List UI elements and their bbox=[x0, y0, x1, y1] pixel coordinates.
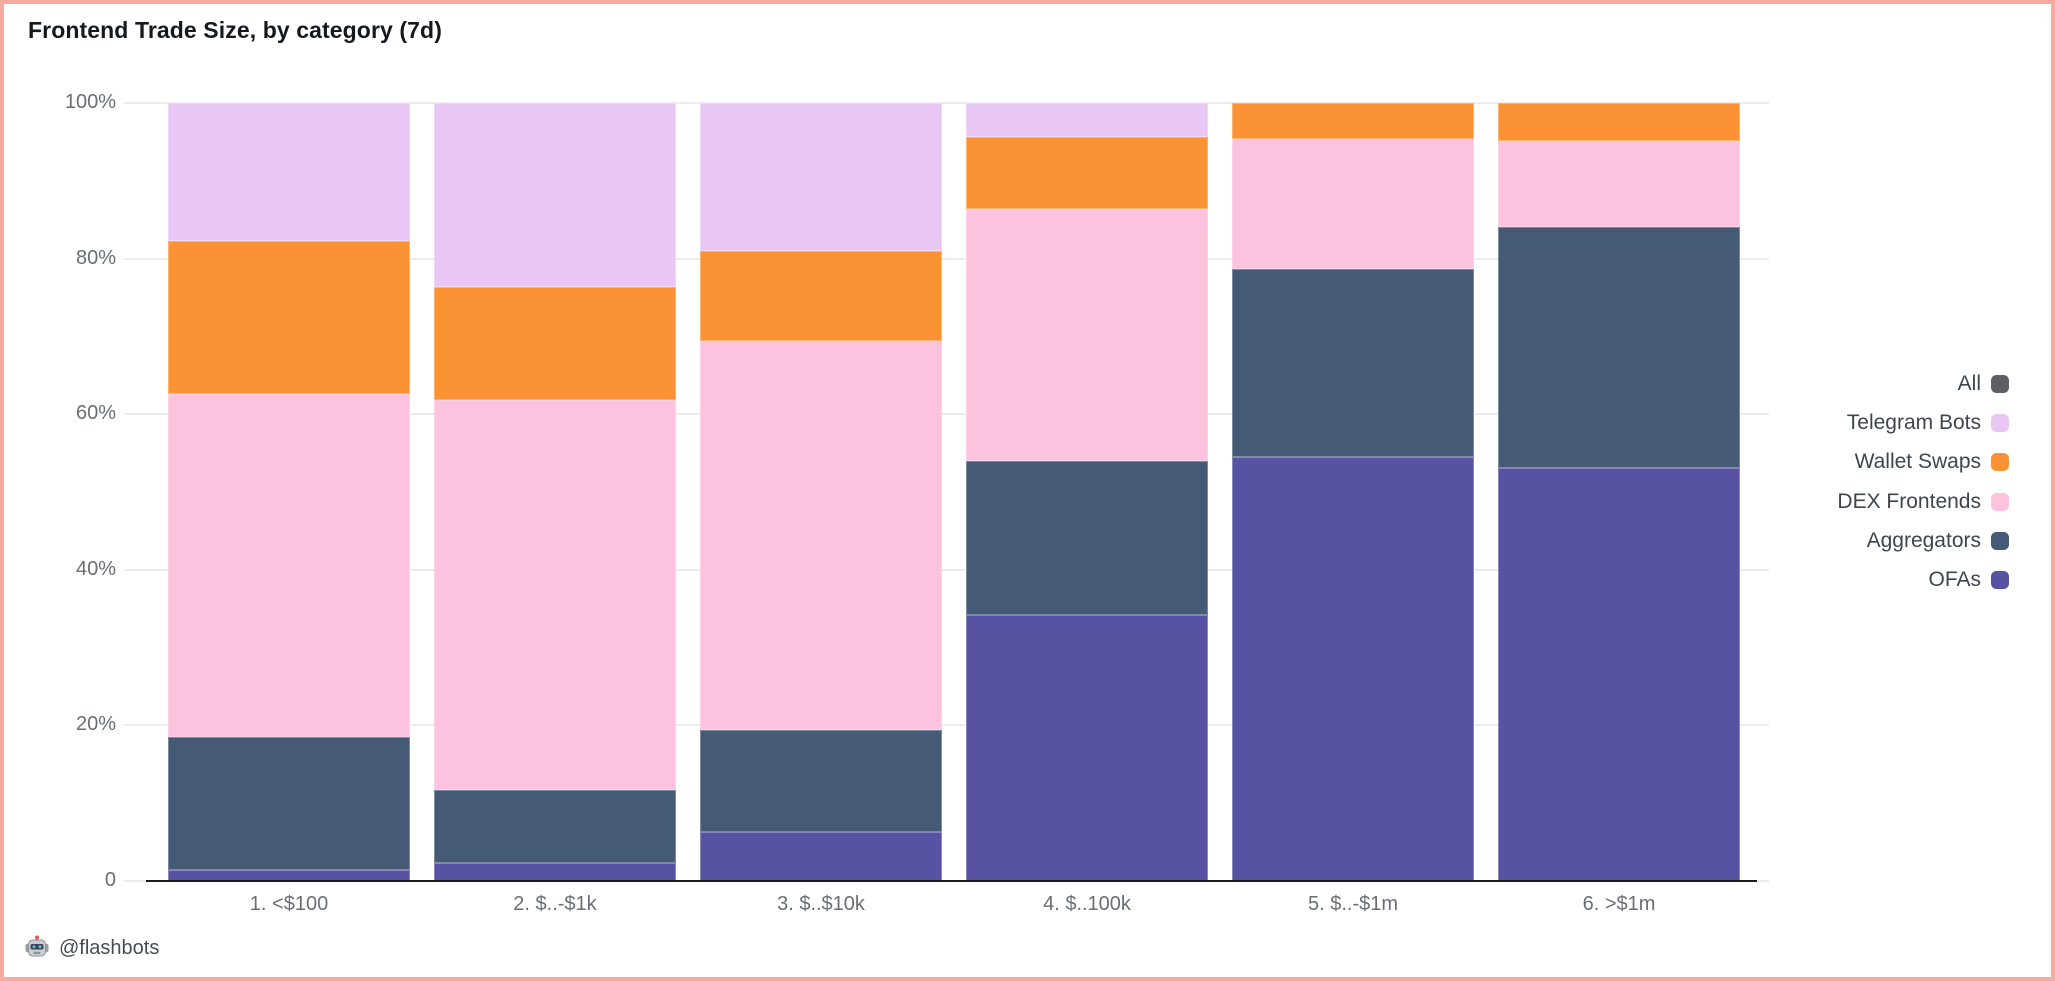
bar-segment-dex-frontends[interactable] bbox=[700, 340, 942, 731]
legend-label: Aggregators bbox=[1866, 528, 1981, 552]
stacked-bar-6-1m[interactable] bbox=[1498, 103, 1740, 881]
gridline-80 bbox=[124, 257, 1769, 260]
bar-segment-telegram-bots[interactable] bbox=[168, 103, 410, 241]
bar-segment-ofas[interactable] bbox=[1232, 456, 1474, 881]
bar-segment-wallet-swaps[interactable] bbox=[1232, 103, 1474, 139]
bar-segment-aggregators[interactable] bbox=[1232, 269, 1474, 457]
bar-segment-dex-frontends[interactable] bbox=[966, 208, 1208, 462]
legend-label: Wallet Swaps bbox=[1854, 450, 1981, 474]
stacked-bar-4-100k[interactable] bbox=[966, 103, 1208, 881]
bar-segment-telegram-bots[interactable] bbox=[700, 103, 942, 251]
gridline-100 bbox=[124, 102, 1769, 104]
legend-item-aggregators[interactable]: Aggregators bbox=[1867, 521, 2009, 560]
bar-segment-ofas[interactable] bbox=[700, 831, 942, 881]
stacked-bar-5-1m[interactable] bbox=[1232, 103, 1474, 881]
legend: All Telegram Bots Wallet Swaps DEX Frontend… bbox=[1837, 364, 2009, 600]
x-axis-label-3-10k: 3. $..$10k bbox=[777, 893, 865, 915]
legend-swatch bbox=[1991, 413, 2009, 432]
legend-label: DEX Frontends bbox=[1837, 489, 1981, 513]
stacked-bar-1-100[interactable] bbox=[168, 103, 410, 881]
x-axis-label-4-100k: 4. $..100k bbox=[1043, 893, 1131, 915]
bar-segment-ofas[interactable] bbox=[168, 870, 410, 881]
y-axis-tick-label: 20% bbox=[75, 713, 116, 735]
bar-segment-dex-frontends[interactable] bbox=[434, 400, 676, 791]
bar-segment-wallet-swaps[interactable] bbox=[966, 137, 1208, 209]
legend-swatch bbox=[1991, 492, 2009, 511]
bar-segment-wallet-swaps[interactable] bbox=[168, 240, 410, 394]
x-axis-label-2-1k: 2. $..-$1k bbox=[513, 893, 597, 915]
gridline-40 bbox=[124, 568, 1769, 571]
bar-segment-dex-frontends[interactable] bbox=[1232, 138, 1474, 270]
y-axis-tick-label: 100% bbox=[64, 91, 116, 113]
legend-swatch bbox=[1991, 571, 2009, 590]
footer: @flashbots bbox=[24, 935, 159, 961]
bar-segment-aggregators[interactable] bbox=[168, 736, 410, 871]
bar-segment-aggregators[interactable] bbox=[434, 790, 676, 863]
y-axis-tick-label: 40% bbox=[75, 557, 116, 580]
y-axis-tick-label: 0 bbox=[104, 868, 116, 891]
legend-item-telegram-bots[interactable]: Telegram Bots bbox=[1847, 403, 2009, 442]
bar-segment-ofas[interactable] bbox=[1498, 467, 1740, 881]
bar-segment-aggregators[interactable] bbox=[700, 730, 942, 832]
footer-handle: @flashbots bbox=[59, 936, 160, 959]
legend-item-all[interactable]: All bbox=[1958, 364, 2009, 403]
bar-segment-ofas[interactable] bbox=[434, 862, 676, 881]
bar-segment-wallet-swaps[interactable] bbox=[700, 250, 942, 341]
robot-icon bbox=[25, 935, 49, 957]
gridline-20 bbox=[124, 724, 1769, 726]
y-axis-tick-label: 60% bbox=[75, 402, 116, 424]
bar-segment-wallet-swaps[interactable] bbox=[1498, 103, 1740, 142]
x-axis-label-1-100: 1. <$100 bbox=[249, 893, 329, 915]
legend-item-dex-frontends[interactable]: DEX Frontends bbox=[1837, 482, 2009, 521]
plot-area: 100% 80% 60% 40% 20% 0 1. <$100 2. $..-$1k 3. $.… bbox=[4, 4, 2051, 977]
bar-segment-dex-frontends[interactable] bbox=[168, 393, 410, 737]
bar-segment-aggregators[interactable] bbox=[1498, 227, 1740, 468]
bar-segment-ofas[interactable] bbox=[966, 615, 1208, 881]
bar-segment-telegram-bots[interactable] bbox=[966, 103, 1208, 138]
legend-swatch bbox=[1991, 531, 2009, 550]
x-axis-line bbox=[146, 879, 1757, 883]
legend-label: All bbox=[1957, 371, 1981, 395]
x-axis-label-5-1m: 5. $..-$1m bbox=[1307, 893, 1399, 915]
legend-label: OFAs bbox=[1928, 568, 1981, 592]
x-axis-label-6-1m: 6. >$1m bbox=[1582, 893, 1656, 915]
legend-item-wallet-swaps[interactable]: Wallet Swaps bbox=[1855, 443, 2009, 482]
legend-label: Telegram Bots bbox=[1846, 410, 1981, 434]
y-axis-tick-label: 80% bbox=[75, 246, 116, 269]
stacked-bar-3-10k[interactable] bbox=[700, 103, 942, 881]
legend-swatch bbox=[1991, 374, 2009, 393]
chart-title: Frontend Trade Size, by category (7d) bbox=[28, 17, 442, 43]
stacked-bar-2-1k[interactable] bbox=[434, 103, 676, 881]
bar-segment-aggregators[interactable] bbox=[966, 461, 1208, 616]
legend-swatch bbox=[1991, 453, 2009, 472]
bar-segment-dex-frontends[interactable] bbox=[1498, 141, 1740, 228]
bar-segment-telegram-bots[interactable] bbox=[434, 103, 676, 288]
gridline-60 bbox=[124, 413, 1769, 415]
legend-item-ofas[interactable]: OFAs bbox=[1928, 560, 2009, 599]
bar-segment-wallet-swaps[interactable] bbox=[434, 287, 676, 401]
